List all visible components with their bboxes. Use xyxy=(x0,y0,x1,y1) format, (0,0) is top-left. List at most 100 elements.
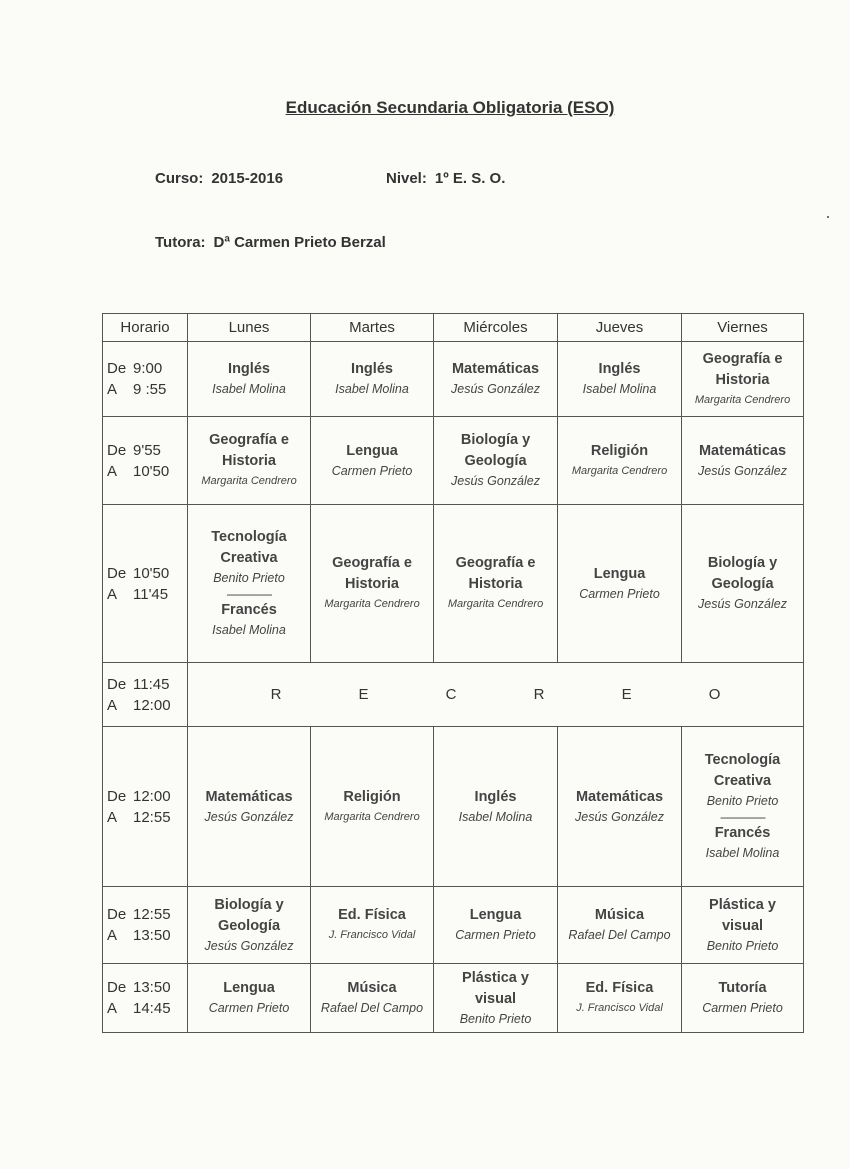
class-cell: Geografía e Historia Margarita Cendrero xyxy=(681,341,804,417)
course-value: 2015-2016 xyxy=(211,170,284,187)
from-time: 12:00 xyxy=(133,787,171,805)
class-cell: Tecnología Creativa Benito Prieto --------… xyxy=(187,504,311,663)
to-label: A xyxy=(107,927,118,944)
time-to: A 10'50 xyxy=(107,461,183,482)
class-cell: Geografía e Historia Margarita Cendrero xyxy=(433,504,558,663)
class-cell: Matemáticas Jesús González xyxy=(433,341,558,417)
subject: Ed. Física xyxy=(338,907,406,923)
course-label: Curso: xyxy=(155,170,204,187)
class-cell: Ed. Física J. Francisco Vidal xyxy=(557,963,682,1033)
class-cell: Biología y Geología Jesús González xyxy=(433,416,558,505)
column-header: Horario xyxy=(102,313,188,342)
class-cell: Tutoría Carmen Prieto xyxy=(681,963,804,1033)
subject: Matemáticas xyxy=(451,361,540,377)
column-header: Miércoles xyxy=(433,313,558,342)
teacher: Isabel Molina xyxy=(212,623,286,637)
to-time: 13:50 xyxy=(133,927,171,944)
to-time: 14:45 xyxy=(133,1000,171,1017)
to-label: A xyxy=(107,808,118,826)
teacher: Benito Prieto xyxy=(213,571,285,585)
time-from: De 10'50 xyxy=(107,563,183,584)
subject: Matemáticas xyxy=(575,788,664,805)
subject: Matemáticas xyxy=(205,788,293,805)
subject: Francés xyxy=(221,602,277,618)
from-label: De xyxy=(107,360,127,377)
class-cell: Matemáticas Jesús González xyxy=(557,726,682,887)
table-row: De 12:00 A 12:55 Matemáticas Jesús González Re… xyxy=(102,726,804,887)
class-cell: Plástica y visual Benito Prieto xyxy=(433,963,558,1033)
to-time: 12:00 xyxy=(133,696,171,714)
subject: Biología y Geología xyxy=(460,432,531,469)
teacher: Jesús González xyxy=(698,463,787,478)
time-from: De 13:50 xyxy=(107,977,183,998)
teacher: Carmen Prieto xyxy=(702,1001,783,1015)
from-time: 10'50 xyxy=(133,564,170,582)
subject: Geografía e Historia xyxy=(209,432,289,469)
tutor-info: Tutora: Dª Carmen Prieto Berzal xyxy=(155,234,386,251)
level-value: 1º E. S. O. xyxy=(434,170,506,187)
to-time: 10'50 xyxy=(133,462,170,480)
break-letter: R xyxy=(270,686,282,703)
teacher: J. Francisco Vidal xyxy=(328,929,416,941)
class-cell: Música Rafael Del Campo xyxy=(557,886,682,964)
class-cell: Ed. Física J. Francisco Vidal xyxy=(310,886,434,964)
time-slot: De 13:50 A 14:45 xyxy=(102,963,188,1033)
column-header: Viernes xyxy=(681,313,804,342)
subject: Geografía e Historia xyxy=(702,350,783,388)
table-row: De 9:00 A 9 :55 Inglés Isabel Molina Inglés Isa… xyxy=(102,341,804,417)
to-time: 12:55 xyxy=(133,808,171,826)
teacher: Jesús González xyxy=(204,938,294,953)
subject: Matemáticas xyxy=(698,442,787,459)
scan-speck xyxy=(827,216,829,218)
subject: Geografía e Historia xyxy=(332,555,412,592)
subject: Ed. Física xyxy=(585,980,654,996)
from-label: De xyxy=(107,906,127,923)
time-from: De 11:45 xyxy=(107,674,183,695)
tutor-value: Dª Carmen Prieto Berzal xyxy=(213,234,386,251)
table-row: De 9'55 A 10'50 Geografía e Historia Margarit… xyxy=(102,416,804,505)
time-slot: De 12:00 A 12:55 xyxy=(102,726,188,887)
time-slot: De 9'55 A 10'50 xyxy=(102,416,188,505)
subject: Francés xyxy=(714,825,771,841)
timetable: Horario Lunes Martes Miércoles Jueves Viernes… xyxy=(102,313,804,1033)
subject: Plástica y visual xyxy=(709,896,776,934)
from-time: 11:45 xyxy=(133,675,170,693)
teacher: Rafael Del Campo xyxy=(320,1001,424,1015)
class-cell: Lengua Carmen Prieto xyxy=(187,963,311,1033)
class-cell: Inglés Isabel Molina xyxy=(187,341,311,417)
class-cell: Lengua Carmen Prieto xyxy=(433,886,558,964)
teacher: Carmen Prieto xyxy=(331,463,413,478)
teacher: Rafael Del Campo xyxy=(568,928,671,942)
break-row: De 11:45 A 12:00 R E C R E O xyxy=(102,662,804,727)
teacher: Jesús González xyxy=(204,809,294,824)
time-from: De 9:00 xyxy=(107,358,183,379)
table-row: De 12:55 A 13:50 Biología y Geología Jesús Go… xyxy=(102,886,804,964)
timetable-header-row: Horario Lunes Martes Miércoles Jueves Viernes xyxy=(102,313,804,342)
class-cell: Geografía e Historia Margarita Cendrero xyxy=(187,416,311,505)
class-cell: Lengua Carmen Prieto xyxy=(310,416,434,505)
class-cell: Tecnología Creativa Benito Prieto --------… xyxy=(681,726,804,887)
teacher: Isabel Molina xyxy=(212,382,286,396)
from-label: De xyxy=(107,564,127,582)
break-letter: C xyxy=(445,686,457,703)
to-time: 11'45 xyxy=(133,585,169,603)
from-label: De xyxy=(107,979,127,996)
time-from: De 12:00 xyxy=(107,786,183,807)
column-header: Lunes xyxy=(187,313,311,342)
time-to: A 11'45 xyxy=(107,584,183,605)
from-label: De xyxy=(107,675,127,693)
teacher: Benito Prieto xyxy=(706,794,779,808)
teacher: Margarita Cendrero xyxy=(324,810,420,823)
time-to: A 12:55 xyxy=(107,807,183,828)
teacher: Jesús González xyxy=(451,382,540,396)
class-cell: Geografía e Historia Margarita Cendrero xyxy=(310,504,434,663)
from-time: 13:50 xyxy=(133,979,171,996)
to-time: 9 :55 xyxy=(133,381,167,398)
teacher: Carmen Prieto xyxy=(579,586,660,601)
subject: Lengua xyxy=(469,907,522,923)
subject: Tutoría xyxy=(718,980,767,996)
to-label: A xyxy=(107,462,118,480)
time-to: A 14:45 xyxy=(107,998,183,1019)
separator-line: --------------- xyxy=(720,810,766,824)
time-from: De 12:55 xyxy=(107,904,183,925)
